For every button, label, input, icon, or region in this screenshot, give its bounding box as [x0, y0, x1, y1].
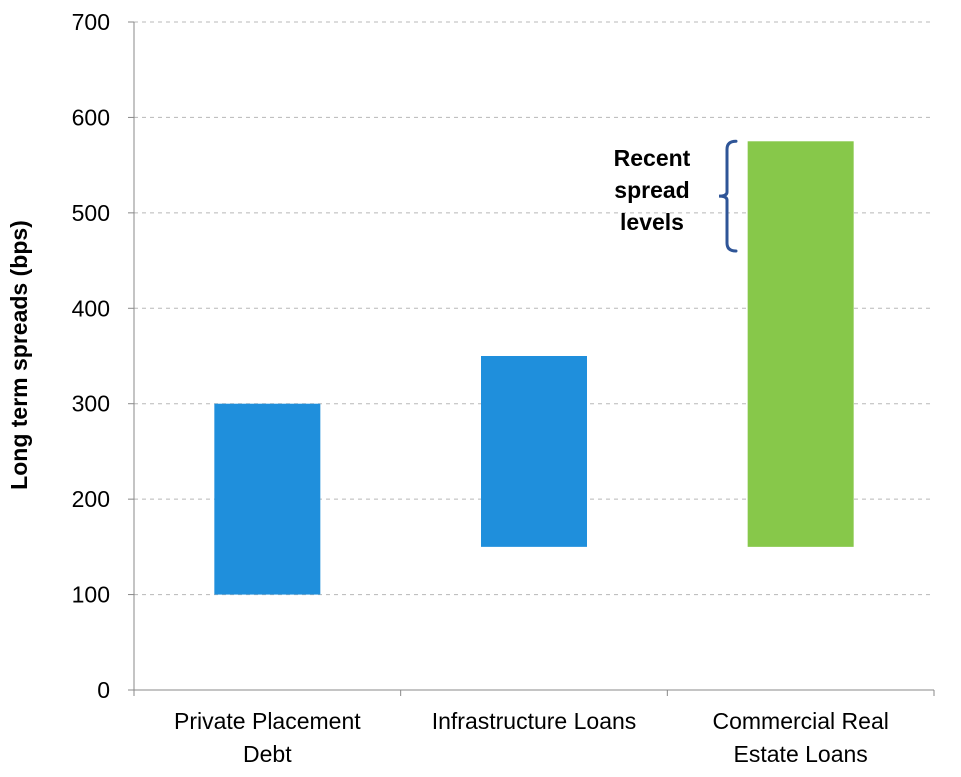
- range-bar: [747, 141, 854, 547]
- bars: [214, 141, 854, 595]
- y-tick-label: 500: [72, 200, 110, 226]
- x-category-label: Infrastructure Loans: [432, 708, 637, 734]
- bracket-icon: [718, 139, 738, 253]
- x-category-label: Estate Loans: [734, 741, 868, 767]
- annotation-label: spread: [614, 177, 689, 203]
- y-tick-labels: 0 100 200 300 400 500 600 700: [72, 9, 110, 703]
- y-tick-label: 400: [72, 295, 110, 321]
- x-category-label: Commercial Real: [712, 708, 888, 734]
- y-tick-label: 100: [72, 582, 110, 608]
- x-category-labels: Private Placement Debt Infrastructure Loan…: [174, 708, 889, 767]
- y-tick-label: 300: [72, 391, 110, 417]
- y-tick-label: 0: [97, 677, 110, 703]
- y-tick-label: 700: [72, 9, 110, 35]
- y-axis-title: Long term spreads (bps): [6, 220, 32, 490]
- x-category-label: Private Placement: [174, 708, 361, 734]
- range-bar: [214, 403, 321, 595]
- range-bar: [481, 356, 587, 547]
- annotation-label: Recent: [614, 145, 691, 171]
- y-tick-label: 600: [72, 104, 110, 130]
- annotation-label: levels: [620, 209, 684, 235]
- annotation: Recent spread levels: [614, 139, 738, 253]
- x-category-label: Debt: [243, 741, 292, 767]
- axes: [128, 21, 935, 696]
- y-tick-label: 200: [72, 486, 110, 512]
